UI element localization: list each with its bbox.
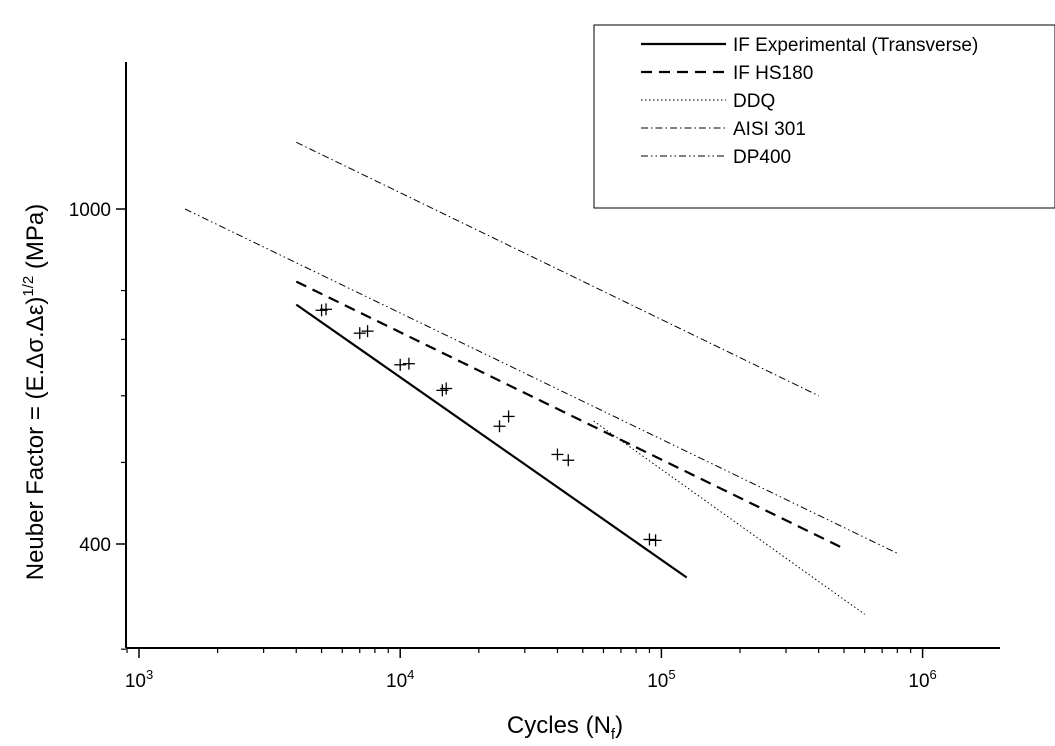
x-tick-label: 105 [647, 667, 675, 692]
x-tick-label-exponent: 3 [146, 667, 153, 682]
x-tick-label-exponent: 5 [668, 667, 675, 682]
y-axis-title-main: Neuber Factor = (E.Δσ.Δε) [22, 297, 49, 581]
y-axis-title-end: (MPa) [22, 204, 49, 276]
y-axis-title: Neuber Factor = (E.Δσ.Δε)1/2 (MPa) [20, 204, 49, 581]
x-axis-title-main: Cycles (N [507, 712, 611, 739]
data-point-marker [493, 420, 506, 433]
x-tick-label-base: 10 [908, 671, 929, 692]
legend: IF Experimental (Transverse) IF HS180 DDQ A… [593, 24, 1055, 209]
x-tick-label: 104 [386, 667, 414, 692]
series-line-aisi-301 [296, 141, 819, 397]
series-lines [184, 141, 898, 615]
series-line-if-experimental-transverse [295, 303, 688, 579]
x-tick-label: 106 [908, 667, 936, 692]
data-point-marker [353, 327, 366, 340]
legend-box [593, 24, 1055, 209]
data-point-marker [562, 454, 575, 467]
x-axis-title-end: ) [615, 712, 623, 739]
legend-label-dp400: DP400 [733, 147, 791, 168]
x-tick-label-base: 10 [647, 671, 668, 692]
data-markers [315, 303, 662, 547]
data-point-marker [643, 533, 656, 546]
legend-label-if-hs180: IF HS180 [733, 63, 813, 84]
data-point-marker [361, 325, 374, 338]
x-tick-label-exponent: 6 [930, 667, 937, 682]
y-tick-label: 1000 [69, 200, 111, 221]
x-axis-title-subscript: f [611, 726, 616, 743]
data-point-marker [394, 358, 407, 371]
series-line-dp400 [184, 208, 898, 554]
x-tick-label-base: 10 [386, 671, 407, 692]
axes [125, 62, 1000, 649]
legend-label-aisi-301: AISI 301 [733, 119, 806, 140]
series-line-if-hs180 [295, 280, 845, 550]
y-axis-title-superscript: 1/2 [20, 276, 37, 297]
series-line-ddq [593, 420, 865, 615]
x-tick-label-exponent: 4 [407, 667, 414, 682]
data-point-marker [551, 448, 564, 461]
x-tick-label-base: 10 [125, 671, 146, 692]
data-point-marker [320, 303, 333, 316]
legend-label-if-experimental-transverse: IF Experimental (Transverse) [733, 35, 978, 56]
data-point-marker [649, 534, 662, 547]
data-point-marker [502, 410, 515, 423]
data-point-marker [440, 382, 453, 395]
x-axis-title: Cycles (Nf) [507, 712, 623, 743]
x-tick-label: 103 [125, 667, 153, 692]
legend-label-ddq: DDQ [733, 91, 775, 112]
y-tick-label: 400 [79, 535, 111, 556]
data-point-marker [402, 357, 415, 370]
